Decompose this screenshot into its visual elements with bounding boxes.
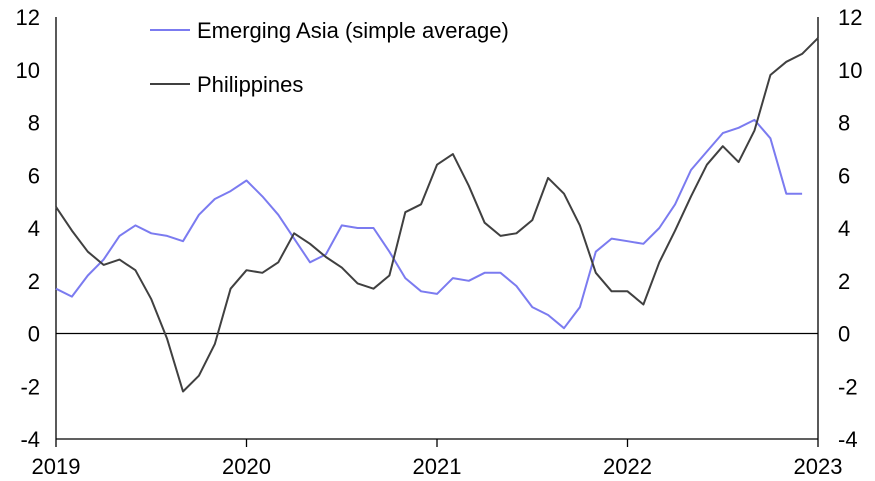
legend-label-emerging-asia: Emerging Asia (simple average) [197,18,509,43]
right-y-tick-label: 0 [838,322,850,347]
left-y-tick-label: 6 [28,163,40,188]
series-line-emerging-asia [55,118,803,330]
right-y-tick-label: 2 [838,269,850,294]
legend-label-philippines: Philippines [197,72,303,97]
left-y-tick-label: -4 [20,427,40,452]
legend: Emerging Asia (simple average) Philippin… [150,18,509,97]
x-tick-label: 2020 [222,454,271,479]
left-y-tick-label: 4 [28,216,40,241]
x-tick-labels: 2019 2020 2021 2022 2023 [32,439,843,479]
x-tick-label: 2022 [603,454,652,479]
left-y-tick-labels: -4 -2 0 2 4 6 8 10 12 [16,5,40,452]
left-y-tick-label: 10 [16,58,40,83]
left-y-tick-label: 12 [16,5,40,30]
x-tick-label: 2023 [794,454,843,479]
left-y-tick-label: -2 [20,374,40,399]
right-y-tick-label: 4 [838,216,850,241]
right-y-tick-label: 12 [838,5,862,30]
x-tick-label: 2021 [413,454,462,479]
right-y-tick-labels: -4 -2 0 2 4 6 8 10 12 [838,5,862,452]
right-y-tick-label: 8 [838,111,850,136]
right-y-tick-label: -2 [838,374,858,399]
series-lines [55,37,819,393]
left-y-tick-label: 8 [28,111,40,136]
right-y-tick-label: 10 [838,58,862,83]
left-y-tick-label: 2 [28,269,40,294]
x-tick-label: 2019 [32,454,81,479]
right-y-tick-label: -4 [838,427,858,452]
right-y-tick-label: 6 [838,163,850,188]
series-line-philippines [55,37,819,393]
left-y-tick-label: 0 [28,322,40,347]
